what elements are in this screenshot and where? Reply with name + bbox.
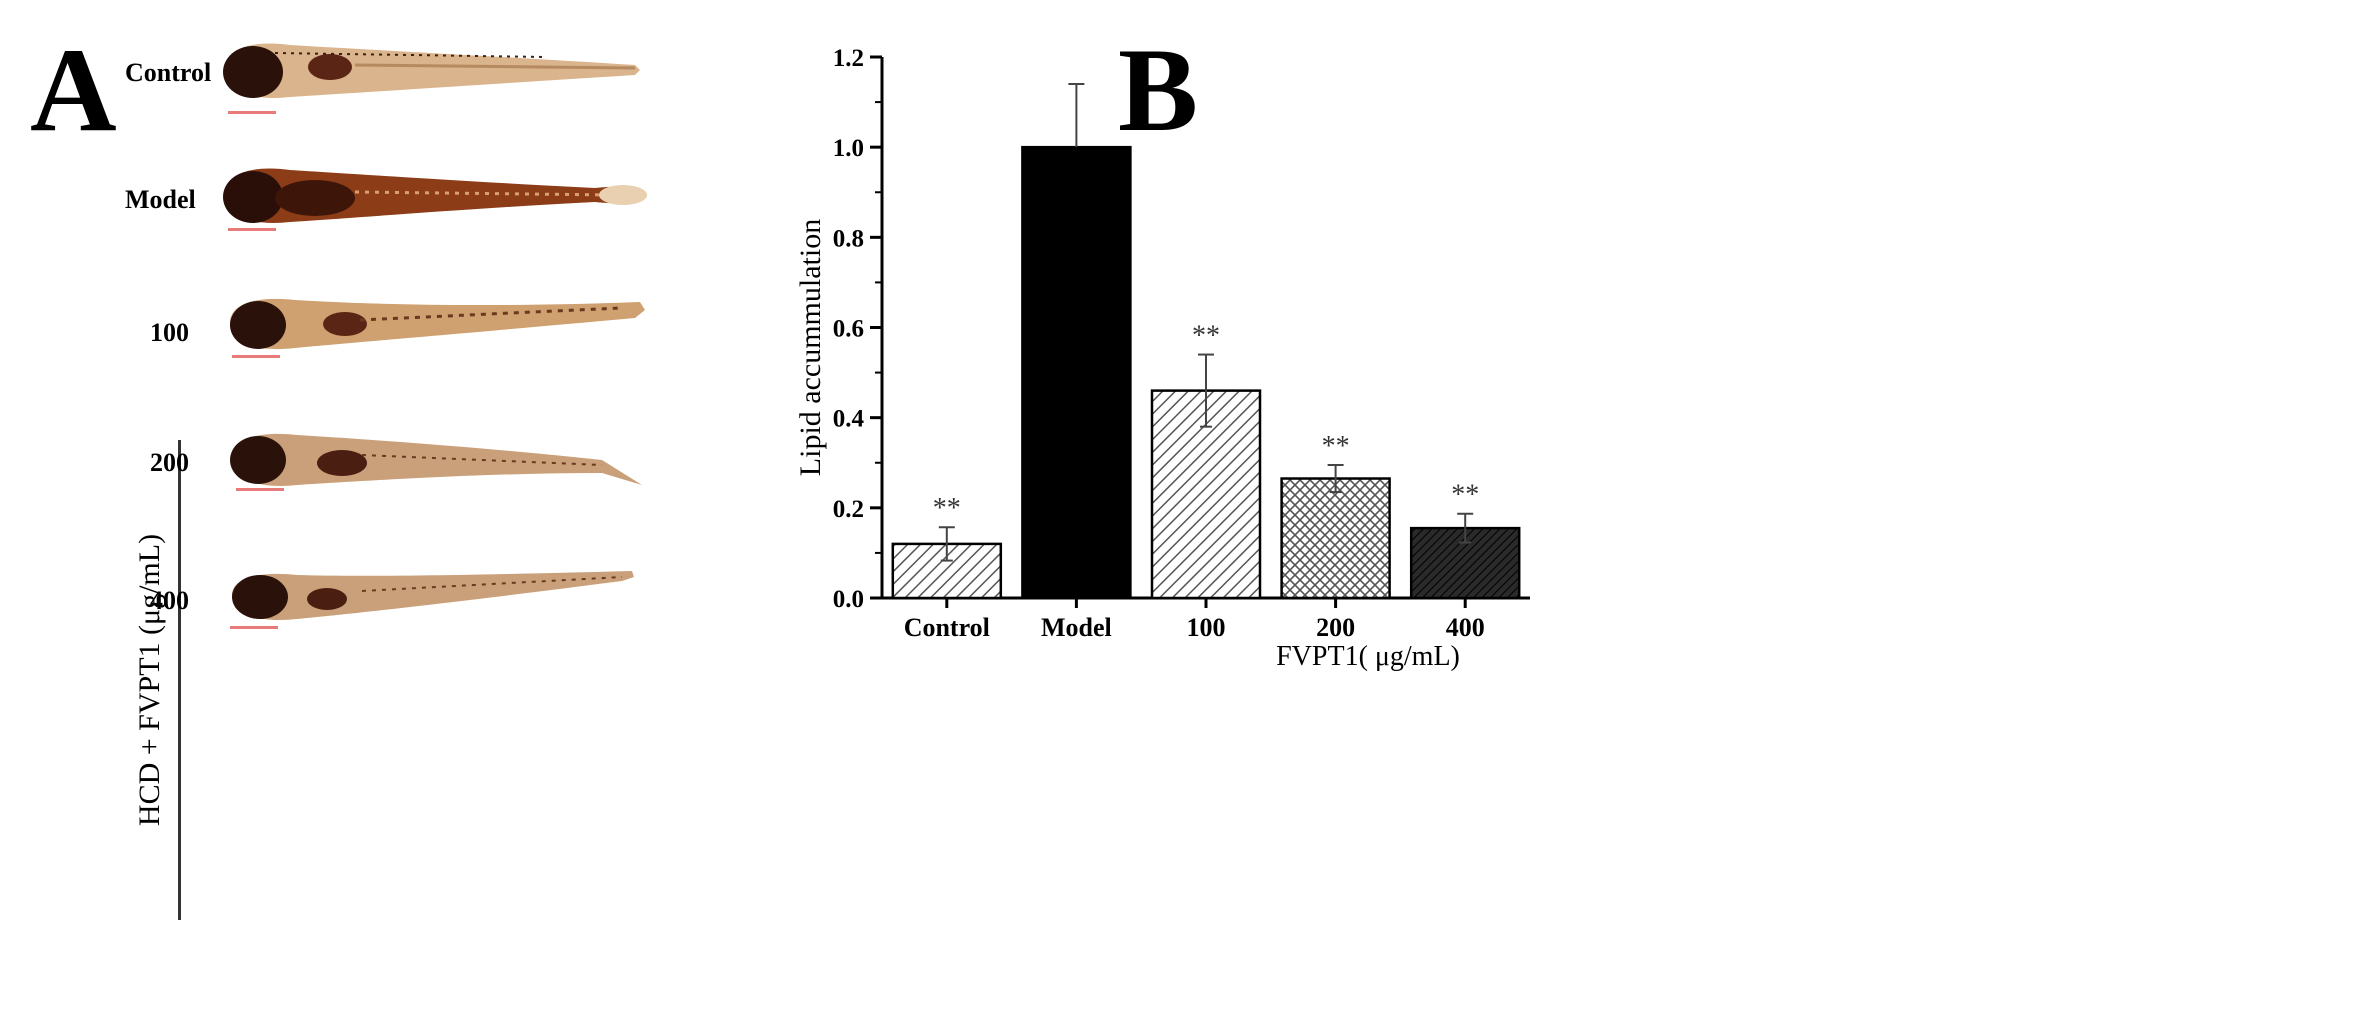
bar [1280, 477, 1391, 600]
y-tick-label: 0.0 [833, 586, 864, 613]
x-tick-label: 100 [1187, 613, 1226, 642]
y-tick-label: 1.0 [833, 135, 864, 162]
scalebar-model [228, 228, 276, 231]
y-axis-title: Lipid accummulation [794, 219, 827, 476]
bar [1021, 145, 1132, 600]
x-tick-label: Control [904, 613, 990, 642]
zebrafish-model-image [223, 168, 647, 223]
fish-row-label-control: Control [125, 58, 212, 87]
zebrafish-400-image [232, 571, 634, 620]
fish-row-label-400: 400 [150, 586, 189, 615]
significance-marker: ** [933, 493, 961, 524]
significance-marker: ** [1451, 480, 1479, 511]
y-tick-label: 0.8 [833, 225, 864, 252]
y-tick-label: 0.2 [833, 496, 864, 523]
x-tick-label: 200 [1316, 613, 1355, 642]
zebrafish-200-image [230, 433, 642, 486]
y-tick-label: 0.6 [833, 316, 864, 343]
scalebar-400 [230, 626, 278, 629]
scalebar-100 [232, 355, 280, 358]
x-tick-label: 400 [1446, 613, 1485, 642]
scalebar-control [228, 111, 276, 114]
panel-b-letter: B [1118, 23, 1199, 156]
zebrafish-control-image [223, 43, 640, 98]
x-tick-label: Model [1041, 613, 1112, 642]
zebrafish-100-image [230, 298, 645, 350]
significance-marker: ** [1322, 431, 1350, 462]
panel-a-group-bar [178, 440, 181, 920]
fish-row-label-100: 100 [150, 318, 189, 347]
fish-row-label-model: Model [125, 185, 196, 214]
x-axis-title: FVPT1( μg/mL) [1276, 641, 1460, 672]
significance-marker: ** [1192, 321, 1220, 352]
panel-a-letter: A [30, 23, 117, 156]
fish-row-label-200: 200 [150, 448, 189, 477]
y-tick-label: 1.2 [833, 45, 864, 72]
scalebar-200 [236, 488, 284, 491]
y-tick-label: 0.4 [833, 406, 865, 433]
